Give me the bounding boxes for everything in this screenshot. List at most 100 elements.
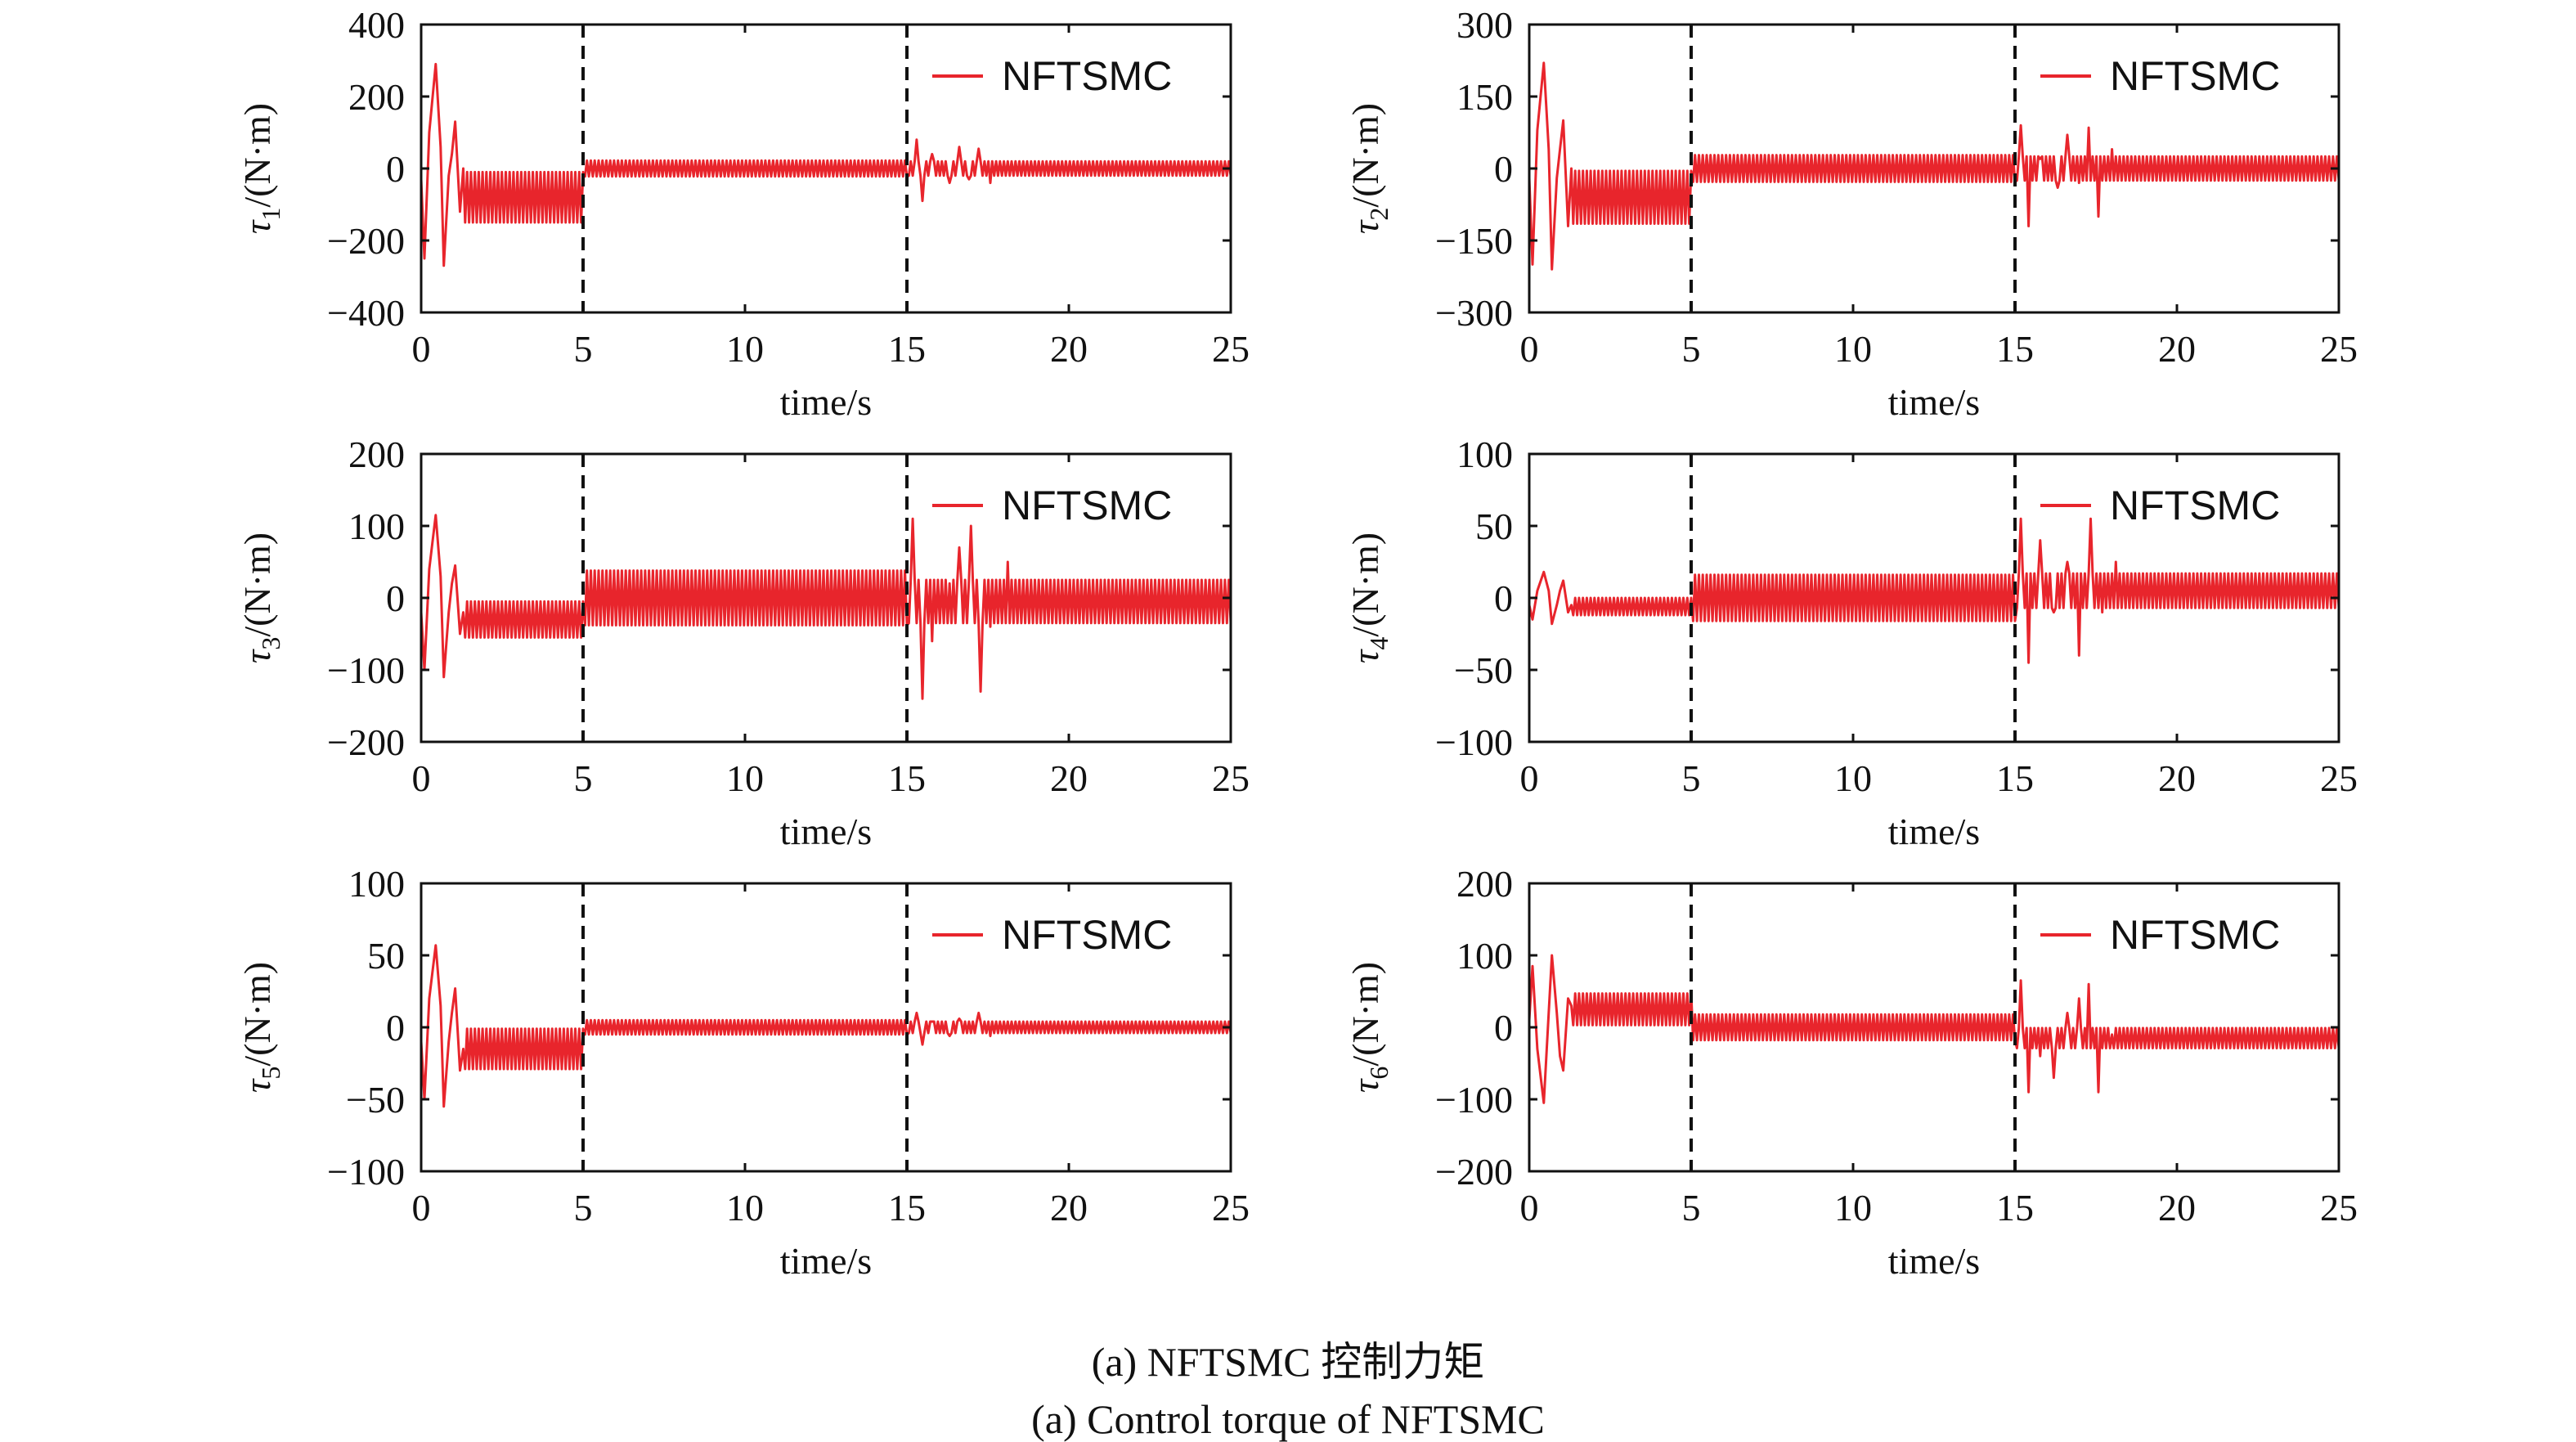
legend-label-nftsmc: NFTSMC <box>2110 483 2280 528</box>
x-tick-label: 15 <box>1996 757 2034 799</box>
caption-chinese: (a) NFTSMC 控制力矩 <box>1091 1339 1485 1385</box>
x-tick-label: 10 <box>1834 1187 1872 1229</box>
y-axis-title: τ5/(N·m) <box>236 962 285 1093</box>
x-tick-label: 5 <box>574 757 593 799</box>
x-tick-label: 15 <box>1996 1187 2034 1229</box>
chart-panel-2: 0 5 10 15 20 25 300 150 0 −150 −300 time/s τ2/(N·m) N… <box>1344 4 2358 423</box>
y-tick-label: 0 <box>1494 577 1513 619</box>
x-tick-label: 15 <box>888 757 926 799</box>
series-line-nftsmc <box>1529 954 2339 1104</box>
y-axis-unit: /(N·m) <box>1344 103 1386 208</box>
y-tick-label: 200 <box>348 76 405 118</box>
x-tick-label: 20 <box>1050 328 1088 370</box>
y-axis-title: τ1/(N·m) <box>236 103 285 234</box>
y-tick-label: 300 <box>1456 4 1513 46</box>
y-tick-label: 0 <box>386 577 405 619</box>
series-line-nftsmc <box>421 62 1231 267</box>
y-axis-symbol: τ <box>1344 219 1386 234</box>
x-tick-label: 5 <box>574 328 593 370</box>
y-axis-unit: /(N·m) <box>1344 532 1386 637</box>
y-axis-symbol: τ <box>236 1078 278 1093</box>
y-axis-unit: /(N·m) <box>236 103 278 208</box>
x-tick-label: 5 <box>1682 1187 1701 1229</box>
series-line-nftsmc <box>421 514 1231 700</box>
y-axis-subscript: 4 <box>1364 637 1393 650</box>
x-tick-label: 10 <box>726 328 764 370</box>
x-axis-title: time/s <box>780 811 872 852</box>
x-tick-label: 5 <box>1682 757 1701 799</box>
y-tick-label: −400 <box>327 292 405 334</box>
legend-label-nftsmc: NFTSMC <box>1002 483 1172 528</box>
y-axis-subscript: 1 <box>256 208 285 221</box>
y-axis-subscript: 6 <box>1364 1067 1393 1080</box>
legend-label-nftsmc: NFTSMC <box>1002 912 1172 958</box>
x-tick-label: 25 <box>1212 328 1250 370</box>
chart-panel-3: 0 5 10 15 20 25 200 100 0 −100 −200 time/s τ3/(N·m) N… <box>236 433 1250 852</box>
x-tick-label: 5 <box>1682 328 1701 370</box>
y-tick-label: −200 <box>327 721 405 763</box>
y-axis-title: τ6/(N·m) <box>1344 962 1393 1093</box>
y-tick-label: −300 <box>1435 292 1513 334</box>
y-tick-label: −50 <box>1454 649 1513 691</box>
y-tick-label: 0 <box>386 148 405 190</box>
x-tick-label: 25 <box>1212 757 1250 799</box>
series-line-nftsmc <box>421 944 1231 1108</box>
x-tick-label: 5 <box>574 1187 593 1229</box>
y-tick-label: 50 <box>367 935 405 977</box>
x-tick-label: 10 <box>726 1187 764 1229</box>
x-tick-label: 20 <box>2158 328 2196 370</box>
x-axis-title: time/s <box>1888 1240 1980 1282</box>
x-tick-label: 25 <box>1212 1187 1250 1229</box>
x-axis-title: time/s <box>1888 811 1980 852</box>
y-tick-label: 200 <box>1456 863 1513 905</box>
y-axis-unit: /(N·m) <box>236 532 278 637</box>
x-tick-label: 15 <box>888 328 926 370</box>
y-tick-label: −100 <box>1435 1079 1513 1121</box>
x-tick-label: 20 <box>2158 757 2196 799</box>
x-axis-title: time/s <box>780 1240 872 1282</box>
x-axis-title: time/s <box>1888 381 1980 423</box>
chart-panel-1: 0 5 10 15 20 25 400 200 0 −200 −400 time/s τ1/(N·m) N… <box>236 4 1250 423</box>
legend-label-nftsmc: NFTSMC <box>1002 53 1172 99</box>
x-tick-label: 0 <box>412 757 431 799</box>
x-tick-label: 10 <box>726 757 764 799</box>
y-tick-label: −100 <box>327 649 405 691</box>
y-axis-unit: /(N·m) <box>236 962 278 1067</box>
x-axis-title: time/s <box>780 381 872 423</box>
series-line-nftsmc <box>1529 61 2339 271</box>
y-axis-unit: /(N·m) <box>1344 962 1386 1067</box>
y-tick-label: 200 <box>348 433 405 475</box>
y-tick-label: 100 <box>348 505 405 547</box>
chart-panel-5: 0 5 10 15 20 25100500−50−100time/sτ5/(N·m)NFT… <box>236 863 1250 1282</box>
y-tick-label: −200 <box>327 220 405 262</box>
chart-panel-6: 0 5 10 15 20 25 200 100 0 −100 −200 time/s τ6/(N·m) N… <box>1344 863 2358 1282</box>
y-tick-label: −150 <box>1435 220 1513 262</box>
chart-panel-4: 0 5 10 15 20 25 100 50 0 −50 −100 time/s τ4/(N·m) NFT… <box>1344 433 2358 852</box>
y-axis-title: τ2/(N·m) <box>1344 103 1393 234</box>
x-tick-label: 0 <box>1520 757 1539 799</box>
x-tick-label: 0 <box>412 328 431 370</box>
legend-label-nftsmc: NFTSMC <box>2110 912 2280 958</box>
y-axis-subscript: 3 <box>256 637 285 650</box>
x-tick-label: 15 <box>1996 328 2034 370</box>
y-tick-label: 400 <box>348 4 405 46</box>
y-tick-label: −200 <box>1435 1151 1513 1193</box>
y-tick-label: 50 <box>1475 505 1513 547</box>
x-tick-label: 25 <box>2320 757 2358 799</box>
x-tick-label: 15 <box>888 1187 926 1229</box>
y-tick-label: 150 <box>1456 76 1513 118</box>
y-axis-symbol: τ <box>1344 1078 1386 1093</box>
x-tick-label: 0 <box>1520 1187 1539 1229</box>
x-tick-label: 20 <box>1050 1187 1088 1229</box>
y-axis-symbol: τ <box>236 219 278 234</box>
y-tick-label: 100 <box>1456 433 1513 475</box>
x-tick-label: 25 <box>2320 328 2358 370</box>
y-axis-symbol: τ <box>1344 649 1386 663</box>
caption-english: (a) Control torque of NFTSMC <box>1031 1396 1545 1442</box>
y-axis-title: τ3/(N·m) <box>236 532 285 663</box>
y-axis-subscript: 2 <box>1364 208 1393 221</box>
x-tick-label: 20 <box>2158 1187 2196 1229</box>
series-line-nftsmc <box>1529 517 2339 664</box>
y-tick-label: 0 <box>1494 148 1513 190</box>
